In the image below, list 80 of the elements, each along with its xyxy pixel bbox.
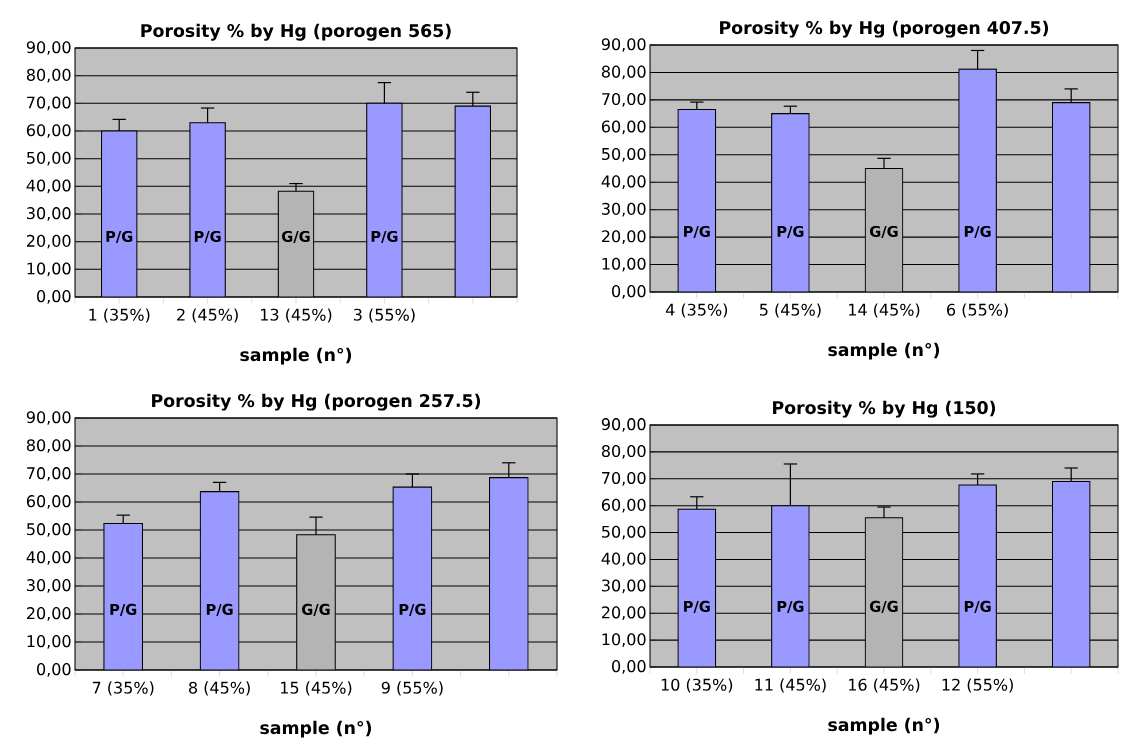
annotation: G/G xyxy=(870,600,898,614)
y-tick-label: 40,00 xyxy=(601,552,646,567)
y-tick-label: 70,00 xyxy=(602,93,646,107)
annotation: P/G xyxy=(206,603,233,617)
y-tick-label: 20,00 xyxy=(601,606,646,621)
annotation: P/G xyxy=(964,600,991,614)
y-tick-label: 70,00 xyxy=(602,471,646,486)
y-tick-label: 0,00 xyxy=(37,290,71,304)
annotation: G/G xyxy=(282,230,310,244)
y-tick-label: 30,00 xyxy=(602,202,646,217)
y-tick-label: 30,00 xyxy=(602,579,646,594)
x-axis-title: sample (n°) xyxy=(260,720,372,738)
y-tick-label: 40,00 xyxy=(26,551,71,565)
y-tick-label: 50,00 xyxy=(27,523,71,537)
y-tick-label: 10,00 xyxy=(602,257,646,272)
y-tick-label: 80,00 xyxy=(601,445,646,459)
x-tick-label: 2 (45%) xyxy=(177,308,238,323)
y-tick-label: 90,00 xyxy=(601,38,646,52)
y-tick-label: 90,00 xyxy=(26,41,71,55)
y-tick-label: 20,00 xyxy=(27,234,71,249)
annotation: P/G xyxy=(399,603,426,617)
y-tick-label: 80,00 xyxy=(26,439,71,453)
annotation: P/G xyxy=(777,225,804,239)
y-tick-label: 0,00 xyxy=(612,285,646,299)
annotation: P/G xyxy=(110,603,137,617)
y-tick-label: 10,00 xyxy=(27,635,71,649)
x-tick-label: 7 (35%) xyxy=(92,681,154,696)
annotation: P/G xyxy=(684,225,710,239)
y-tick-label: 40,00 xyxy=(601,175,646,190)
y-tick-label: 90,00 xyxy=(601,418,646,432)
x-tick-label: 3 (55%) xyxy=(353,308,415,323)
y-tick-label: 10,00 xyxy=(602,633,646,647)
y-tick-label: 60,00 xyxy=(601,120,646,135)
x-tick-label: 13 (45%) xyxy=(261,308,332,323)
x-tick-label: 12 (55%) xyxy=(942,678,1013,693)
y-tick-label: 90,00 xyxy=(26,411,71,425)
x-tick-label: 6 (55%) xyxy=(947,303,1008,318)
y-tick-label: 80,00 xyxy=(601,65,646,80)
y-tick-label: 80,00 xyxy=(26,68,71,83)
chart-title: Porosity % by Hg (porogen 407.5) xyxy=(720,20,1049,38)
x-tick-label: 10 (35%) xyxy=(661,678,733,693)
x-axis-title: sample (n°) xyxy=(240,347,352,365)
x-tick-label: 16 (45%) xyxy=(849,678,920,693)
annotation: P/G xyxy=(106,230,133,244)
y-tick-label: 40,00 xyxy=(26,179,71,194)
y-tick-label: 0,00 xyxy=(37,663,71,677)
x-tick-label: 8 (45%) xyxy=(189,681,250,696)
annotation: G/G xyxy=(870,225,898,239)
x-tick-label: 9 (55%) xyxy=(381,681,443,696)
x-axis-title: sample (n°) xyxy=(828,717,940,735)
y-tick-label: 60,00 xyxy=(26,495,71,509)
y-tick-label: 60,00 xyxy=(601,498,646,513)
y-tick-label: 20,00 xyxy=(27,607,71,621)
x-axis-title: sample (n°) xyxy=(828,342,940,360)
chart-title: Porosity % by Hg (porogen 565) xyxy=(141,23,451,41)
y-tick-label: 70,00 xyxy=(27,96,71,111)
x-tick-label: 15 (45%) xyxy=(281,681,352,696)
annotation: P/G xyxy=(371,230,398,244)
annotation: P/G xyxy=(964,225,991,239)
x-tick-label: 1 (35%) xyxy=(89,308,150,323)
y-tick-label: 30,00 xyxy=(27,579,71,593)
annotation: P/G xyxy=(194,230,221,244)
y-tick-label: 70,00 xyxy=(27,467,71,481)
y-tick-label: 30,00 xyxy=(27,207,71,221)
x-tick-label: 11 (45%) xyxy=(755,678,826,693)
x-tick-label: 5 (45%) xyxy=(759,303,821,318)
annotation: P/G xyxy=(684,600,710,614)
y-tick-label: 50,00 xyxy=(602,525,646,540)
annotation: P/G xyxy=(777,600,804,614)
x-tick-label: 14 (45%) xyxy=(849,303,920,318)
x-tick-label: 4 (35%) xyxy=(665,303,728,318)
chart-title: Porosity % by Hg (porogen 257.5) xyxy=(152,393,481,411)
annotation: G/G xyxy=(302,603,330,617)
chart-title: Porosity % by Hg (150) xyxy=(773,400,996,418)
y-tick-label: 0,00 xyxy=(612,660,646,674)
y-tick-label: 50,00 xyxy=(27,151,71,166)
y-tick-label: 10,00 xyxy=(27,262,71,277)
y-tick-label: 20,00 xyxy=(601,230,646,244)
y-tick-label: 60,00 xyxy=(26,124,71,138)
y-tick-label: 50,00 xyxy=(602,147,646,162)
